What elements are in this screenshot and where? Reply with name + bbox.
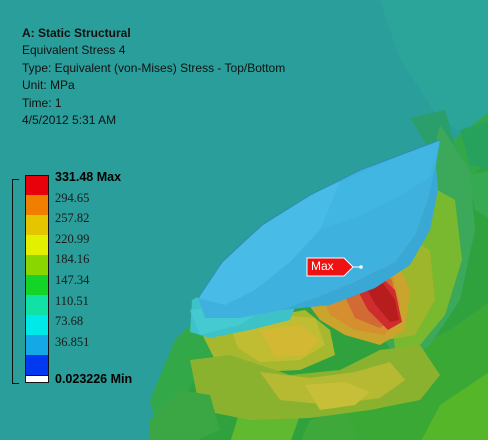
legend-swatch-7[interactable]	[25, 295, 49, 315]
max-probe-label: Max	[311, 259, 334, 273]
legend-swatch-8[interactable]	[25, 315, 49, 335]
legend-max-label: 331.48 Max	[55, 170, 122, 184]
result-title-block: A: Static Structural Equivalent Stress 4…	[22, 25, 285, 129]
max-value-probe[interactable]: Max	[306, 256, 366, 278]
legend-swatch-5[interactable]	[25, 255, 49, 275]
legend-level-label: 257.82	[55, 211, 90, 225]
window-border-right	[488, 0, 492, 443]
result-type: Type: Equivalent (von-Mises) Stress - To…	[22, 60, 286, 75]
window-border-bottom	[0, 440, 492, 443]
legend-swatch-9[interactable]	[25, 335, 49, 355]
legend-swatch-3[interactable]	[25, 215, 49, 235]
legend-level-label: 36.851	[55, 335, 90, 349]
legend-bracket	[12, 179, 19, 384]
legend-swatch-6[interactable]	[25, 275, 49, 295]
legend-level-label: 147.34	[55, 273, 90, 287]
result-unit: Unit: MPa	[22, 78, 75, 93]
legend-swatch-10[interactable]	[25, 355, 49, 375]
legend-swatch-1[interactable]	[25, 175, 49, 195]
legend-level-label: 294.65	[55, 191, 90, 205]
contour-legend[interactable]: 331.48 Max 294.65 257.82 220.99 184.16 1…	[8, 166, 168, 398]
legend-level-label: 220.99	[55, 232, 90, 246]
max-probe-tag-shape	[306, 257, 363, 277]
result-name: Equivalent Stress 4	[22, 43, 126, 58]
analysis-system-title: A: Static Structural	[22, 26, 131, 40]
legend-level-label: 110.51	[55, 294, 89, 308]
legend-min-label: 0.023226 Min	[55, 372, 133, 386]
legend-level-label: 73.68	[55, 314, 84, 328]
result-date: 4/5/2012 5:31 AM	[22, 113, 117, 128]
legend-swatch-2[interactable]	[25, 195, 49, 215]
result-time: Time: 1	[22, 95, 62, 110]
legend-swatch-min[interactable]	[25, 375, 49, 383]
legend-level-label: 184.16	[55, 252, 90, 266]
legend-swatch-4[interactable]	[25, 235, 49, 255]
